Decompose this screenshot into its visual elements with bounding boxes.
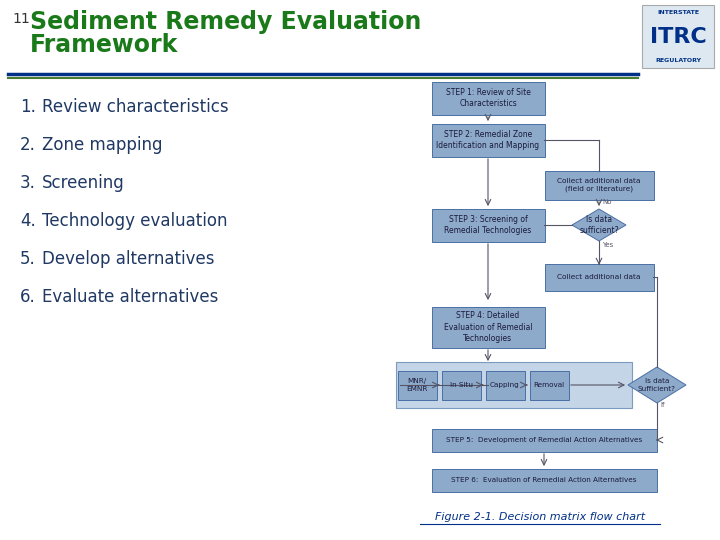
Text: Develop alternatives: Develop alternatives xyxy=(42,250,215,268)
Text: 6.: 6. xyxy=(20,288,36,306)
Text: Framework: Framework xyxy=(30,33,179,57)
Text: 1.: 1. xyxy=(20,98,36,116)
FancyBboxPatch shape xyxy=(431,82,544,114)
Text: STEP 6:  Evaluation of Remedial Action Alternatives: STEP 6: Evaluation of Remedial Action Al… xyxy=(451,477,636,483)
Text: 4.: 4. xyxy=(20,212,36,230)
Text: INTERSTATE: INTERSTATE xyxy=(657,10,699,15)
Text: Screening: Screening xyxy=(42,174,125,192)
FancyBboxPatch shape xyxy=(529,370,569,400)
Text: 3.: 3. xyxy=(20,174,36,192)
Text: Collect additional data: Collect additional data xyxy=(557,274,641,280)
Text: In Situ: In Situ xyxy=(449,382,472,388)
FancyBboxPatch shape xyxy=(485,370,524,400)
Text: Capping: Capping xyxy=(490,382,520,388)
FancyBboxPatch shape xyxy=(396,362,632,408)
Text: STEP 1: Review of Site
Characteristics: STEP 1: Review of Site Characteristics xyxy=(446,88,531,108)
Text: STEP 2: Remedial Zone
Identification and Mapping: STEP 2: Remedial Zone Identification and… xyxy=(436,130,539,150)
FancyBboxPatch shape xyxy=(431,124,544,157)
Text: Technology evaluation: Technology evaluation xyxy=(42,212,228,230)
Text: Is data
Sufficient?: Is data Sufficient? xyxy=(638,378,676,392)
FancyBboxPatch shape xyxy=(544,264,654,291)
Text: STEP 5:  Development of Remedial Action Alternatives: STEP 5: Development of Remedial Action A… xyxy=(446,437,642,443)
FancyBboxPatch shape xyxy=(431,208,544,241)
Text: Removal: Removal xyxy=(534,382,564,388)
FancyBboxPatch shape xyxy=(397,370,436,400)
Text: STEP 4: Detailed
Evaluation of Remedial
Technologies: STEP 4: Detailed Evaluation of Remedial … xyxy=(444,312,532,342)
Text: Zone mapping: Zone mapping xyxy=(42,136,163,154)
Text: 5.: 5. xyxy=(20,250,36,268)
Text: Yes: Yes xyxy=(602,242,613,248)
Text: REGULATORY: REGULATORY xyxy=(655,58,701,63)
Text: MNR/
EMNR: MNR/ EMNR xyxy=(406,378,428,392)
Text: 2.: 2. xyxy=(20,136,36,154)
Text: If: If xyxy=(660,402,665,408)
Text: Sediment Remedy Evaluation: Sediment Remedy Evaluation xyxy=(30,10,421,34)
FancyBboxPatch shape xyxy=(431,469,657,491)
Polygon shape xyxy=(628,367,686,403)
Text: ITRC: ITRC xyxy=(649,27,706,47)
Text: Evaluate alternatives: Evaluate alternatives xyxy=(42,288,218,306)
Text: 11: 11 xyxy=(12,12,30,26)
FancyBboxPatch shape xyxy=(441,370,480,400)
Text: Collect additional data
(field or literature): Collect additional data (field or litera… xyxy=(557,178,641,192)
FancyBboxPatch shape xyxy=(642,5,714,68)
Text: Review characteristics: Review characteristics xyxy=(42,98,229,116)
Text: No: No xyxy=(602,199,611,205)
FancyBboxPatch shape xyxy=(431,429,657,451)
Text: Is data
sufficient?: Is data sufficient? xyxy=(579,215,618,235)
FancyBboxPatch shape xyxy=(431,307,544,348)
Text: Figure 2-1. Decision matrix flow chart: Figure 2-1. Decision matrix flow chart xyxy=(435,512,645,522)
Polygon shape xyxy=(572,209,626,241)
FancyBboxPatch shape xyxy=(544,171,654,199)
Text: STEP 3: Screening of
Remedial Technologies: STEP 3: Screening of Remedial Technologi… xyxy=(444,215,531,235)
